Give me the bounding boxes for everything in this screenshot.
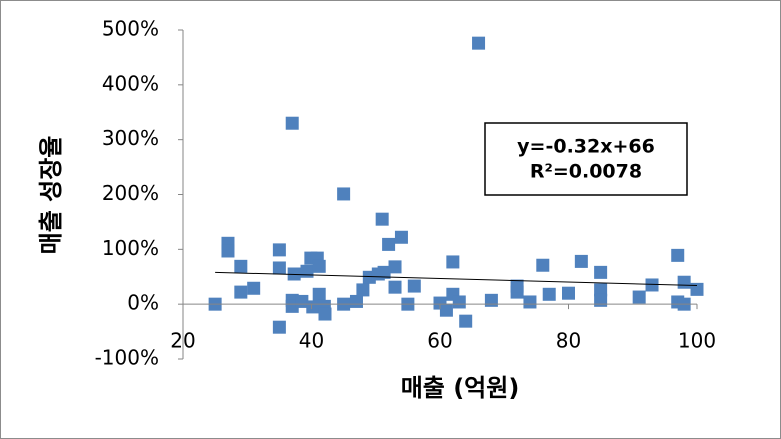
y-tick-label: 500% [102, 17, 159, 41]
point [312, 259, 326, 273]
point [318, 307, 332, 321]
point [287, 267, 301, 281]
point [272, 320, 286, 334]
x-axis-title: 매출 (억원) [401, 374, 520, 402]
point [484, 293, 498, 307]
point [446, 255, 460, 269]
point [594, 283, 608, 297]
point [594, 293, 608, 307]
point [295, 294, 309, 308]
y-axis-title: 매출 성장율 [37, 136, 65, 255]
y-tick-label: 0% [127, 291, 159, 315]
point [690, 282, 704, 296]
point [459, 314, 473, 328]
x-tick-label: 80 [556, 329, 581, 353]
point [510, 279, 524, 293]
point [671, 248, 685, 262]
point [382, 237, 396, 251]
x-tick-label: 100 [678, 329, 716, 353]
point [677, 275, 691, 289]
point [523, 295, 537, 309]
x-tick-label: 60 [427, 329, 452, 353]
trendline-label-box [484, 122, 688, 196]
point [356, 283, 370, 297]
point [300, 264, 314, 278]
point [306, 300, 320, 314]
point [632, 290, 646, 304]
y-tick-label: 200% [102, 181, 159, 205]
point [285, 116, 299, 130]
point [234, 259, 248, 273]
point [247, 281, 261, 295]
point [388, 280, 402, 294]
point [439, 303, 453, 317]
point [562, 286, 575, 300]
point [388, 260, 402, 274]
x-tick-label: 20 [170, 329, 195, 353]
point [272, 243, 286, 257]
point [542, 287, 556, 301]
point [536, 258, 550, 272]
point [221, 244, 235, 258]
point [272, 261, 286, 275]
y-tick-label: -100% [95, 346, 159, 370]
point [377, 265, 391, 279]
x-tick-label: 40 [299, 329, 324, 353]
point [312, 287, 326, 301]
trendline [215, 271, 698, 287]
y-tick-label: 400% [102, 71, 159, 95]
point [349, 294, 363, 308]
y-tick-label: 100% [102, 236, 159, 260]
trendline-r2: R²=0.0078 [530, 161, 642, 183]
point [452, 295, 466, 309]
point [594, 265, 608, 279]
point [394, 230, 408, 244]
trendline-equation: y=-0.32x+66 [517, 136, 655, 158]
point [574, 254, 588, 268]
point [234, 285, 248, 299]
point [645, 278, 659, 292]
point [472, 36, 486, 50]
point [375, 212, 389, 226]
point [407, 279, 421, 293]
point [337, 187, 351, 201]
y-tick-label: 300% [102, 126, 159, 150]
